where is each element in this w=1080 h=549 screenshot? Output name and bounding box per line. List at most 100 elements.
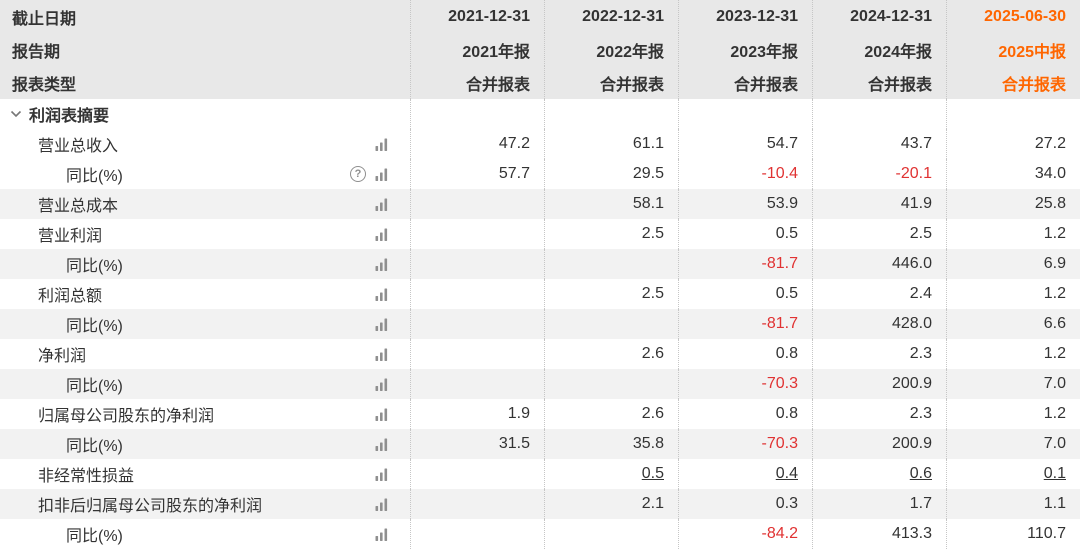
cell-value[interactable]: 0.5 — [641, 465, 664, 482]
chevron-down-icon[interactable] — [10, 110, 22, 118]
cell-value: 2.3 — [909, 405, 932, 422]
cell-value: 29.5 — [632, 165, 664, 182]
value-cell — [410, 489, 544, 519]
value-cell: 25.8 — [946, 189, 1080, 219]
row-label-cell: 营业总成本 — [0, 189, 410, 219]
cell-value: 34.0 — [1034, 165, 1066, 182]
header-value: 2022年报 — [596, 43, 664, 61]
table-body: 利润表摘要 营业总收入 47.2 61.1 54.7 43.7 27.2 同比(%)? 57.… — [0, 99, 1080, 549]
cell-value: 2.3 — [909, 345, 932, 362]
header-value-cell: 合并报表 — [678, 66, 812, 99]
row-label: 扣非后归属母公司股东的净利润 — [38, 498, 263, 515]
header-value-cell: 合并报表 — [946, 66, 1080, 99]
section-row-income-statement[interactable]: 利润表摘要 — [0, 99, 1080, 129]
cell-value: 27.2 — [1034, 135, 1066, 152]
value-cell: 0.8 — [678, 339, 812, 369]
cell-value: -10.4 — [761, 165, 798, 182]
value-cell — [410, 189, 544, 219]
chart-icon[interactable] — [375, 468, 388, 481]
value-cell: 0.8 — [678, 399, 812, 429]
value-cell: 1.2 — [946, 339, 1080, 369]
row-label-cell: 净利润 — [0, 339, 410, 369]
value-cell: 0.5 — [678, 219, 812, 249]
row-label-cell: 营业利润 — [0, 219, 410, 249]
cell-value[interactable]: 0.1 — [1043, 465, 1066, 482]
value-cell: -81.7 — [678, 249, 812, 279]
row-label-cell: 同比(%)? — [0, 159, 410, 189]
empty-cell — [678, 99, 812, 129]
value-cell — [410, 219, 544, 249]
row-label: 营业利润 — [38, 228, 103, 245]
header-value-cell: 2021年报 — [410, 33, 544, 66]
chart-icon[interactable] — [375, 378, 388, 391]
row-icons — [375, 198, 388, 211]
row-label: 同比(%) — [66, 168, 123, 185]
value-cell — [410, 369, 544, 399]
table-row: 同比(%) -81.7 428.0 6.6 — [0, 309, 1080, 339]
value-cell — [544, 369, 678, 399]
help-icon[interactable]: ? — [350, 166, 366, 182]
row-icons — [375, 318, 388, 331]
cell-value[interactable]: 0.6 — [909, 465, 932, 482]
cell-value: 2.5 — [909, 225, 932, 242]
cell-value: 2.6 — [641, 345, 664, 362]
chart-icon[interactable] — [375, 348, 388, 361]
chart-icon[interactable] — [375, 168, 388, 181]
value-cell: 428.0 — [812, 309, 946, 339]
cell-value: 0.8 — [775, 345, 798, 362]
chart-icon[interactable] — [375, 408, 388, 421]
chart-icon[interactable] — [375, 438, 388, 451]
value-cell: 61.1 — [544, 129, 678, 159]
header-label: 报告期 — [12, 43, 61, 61]
cell-value: 54.7 — [766, 135, 798, 152]
chart-icon[interactable] — [375, 138, 388, 151]
cell-value: 1.9 — [507, 405, 530, 422]
chart-icon[interactable] — [375, 258, 388, 271]
chart-icon[interactable] — [375, 318, 388, 331]
header-value: 合并报表 — [1001, 76, 1066, 94]
value-cell: 7.0 — [946, 369, 1080, 399]
value-cell — [410, 309, 544, 339]
value-cell: 0.5 — [678, 279, 812, 309]
value-cell: 446.0 — [812, 249, 946, 279]
cell-value: 428.0 — [891, 315, 932, 332]
chart-icon[interactable] — [375, 528, 388, 541]
table-row: 营业总收入 47.2 61.1 54.7 43.7 27.2 — [0, 129, 1080, 159]
value-cell: 7.0 — [946, 429, 1080, 459]
value-cell: 2.4 — [812, 279, 946, 309]
header-label-cell: 报表类型 — [0, 66, 410, 99]
cell-value: 1.2 — [1043, 345, 1066, 362]
value-cell: -70.3 — [678, 429, 812, 459]
value-cell: 200.9 — [812, 369, 946, 399]
cell-value: 2.5 — [641, 285, 664, 302]
header-value-cell: 合并报表 — [812, 66, 946, 99]
chart-icon[interactable] — [375, 288, 388, 301]
row-label: 同比(%) — [66, 438, 123, 455]
value-cell — [410, 459, 544, 489]
header-value-cell: 合并报表 — [410, 66, 544, 99]
table-row: 同比(%) -81.7 446.0 6.9 — [0, 249, 1080, 279]
chart-icon[interactable] — [375, 498, 388, 511]
cell-value[interactable]: 0.4 — [775, 465, 798, 482]
cell-value: 200.9 — [891, 435, 932, 452]
cell-value: 0.5 — [775, 285, 798, 302]
chart-icon[interactable] — [375, 228, 388, 241]
row-icons — [375, 228, 388, 241]
row-label-cell: 同比(%) — [0, 369, 410, 399]
value-cell: -84.2 — [678, 519, 812, 549]
row-icons — [375, 498, 388, 511]
value-cell: 0.4 — [678, 459, 812, 489]
value-cell: 0.3 — [678, 489, 812, 519]
value-cell: -81.7 — [678, 309, 812, 339]
chart-icon[interactable] — [375, 198, 388, 211]
value-cell — [410, 249, 544, 279]
row-icons — [375, 138, 388, 151]
cell-value: -70.3 — [761, 435, 798, 452]
cell-value: -84.2 — [761, 525, 798, 542]
value-cell: 2.5 — [812, 219, 946, 249]
row-label-cell: 同比(%) — [0, 519, 410, 549]
value-cell: 35.8 — [544, 429, 678, 459]
cell-value: 1.2 — [1043, 225, 1066, 242]
value-cell: 27.2 — [946, 129, 1080, 159]
cell-value: 0.5 — [775, 225, 798, 242]
